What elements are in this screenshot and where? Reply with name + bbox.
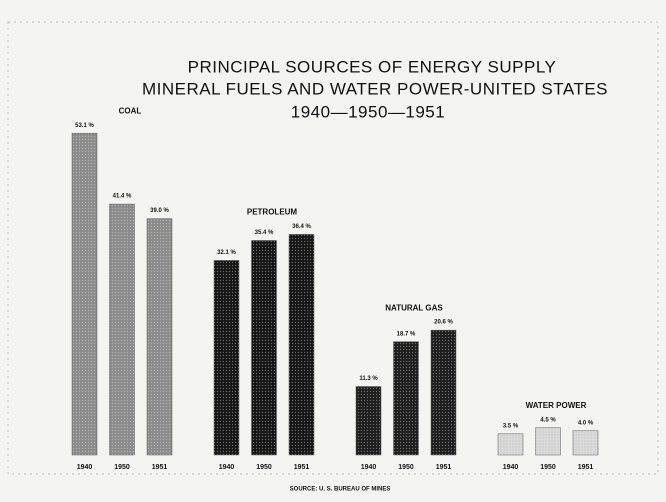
x-tick-label: 1940 bbox=[361, 464, 377, 471]
group-label: NATURAL GAS bbox=[385, 303, 443, 312]
bar-texture bbox=[573, 430, 598, 455]
value-label: 39.0 % bbox=[150, 208, 169, 214]
value-label: 35.4 % bbox=[255, 230, 274, 236]
group-label: COAL bbox=[119, 106, 142, 115]
value-label: 4.0 % bbox=[578, 420, 594, 426]
x-tick-label: 1951 bbox=[578, 464, 594, 471]
group-label: PETROLEUM bbox=[247, 208, 298, 217]
x-tick-label: 1951 bbox=[152, 464, 168, 471]
bar-texture bbox=[214, 260, 239, 455]
x-tick-label: 1951 bbox=[436, 464, 452, 471]
bar-texture bbox=[535, 427, 561, 455]
source-note: SOURCE: U. S. BUREAU OF MINES bbox=[290, 487, 391, 493]
bar-texture bbox=[147, 218, 172, 455]
x-tick-label: 1950 bbox=[540, 464, 556, 471]
value-label: 20.6 % bbox=[434, 320, 453, 326]
value-label: 11.3 % bbox=[359, 376, 378, 382]
frame bbox=[7, 21, 659, 475]
value-label: 41.4 % bbox=[113, 194, 132, 200]
value-label: 3.5 % bbox=[503, 423, 519, 429]
value-label: 18.7 % bbox=[397, 331, 416, 337]
value-label: 32.1 % bbox=[217, 250, 236, 256]
x-tick-label: 1950 bbox=[398, 464, 414, 471]
x-tick-label: 1951 bbox=[294, 464, 310, 471]
bar-texture bbox=[72, 133, 97, 456]
bar-texture bbox=[251, 240, 277, 455]
value-label: 36.4 % bbox=[292, 224, 311, 230]
group-label: WATER POWER bbox=[526, 401, 587, 410]
bar-texture bbox=[356, 386, 381, 455]
title-line: MINERAL FUELS AND WATER POWER-UNITED STA… bbox=[142, 79, 608, 98]
bar-texture bbox=[289, 234, 314, 455]
x-tick-label: 1940 bbox=[219, 464, 235, 471]
bar-texture bbox=[498, 433, 523, 455]
x-tick-label: 1950 bbox=[114, 464, 130, 471]
bar-texture bbox=[431, 330, 456, 455]
title-line: 1940—1950—1951 bbox=[291, 102, 445, 121]
x-tick-label: 1940 bbox=[77, 464, 93, 471]
value-label: 4.5 % bbox=[540, 417, 556, 423]
x-tick-label: 1950 bbox=[256, 464, 272, 471]
title-line: PRINCIPAL SOURCES OF ENERGY SUPPLY bbox=[188, 57, 557, 76]
bar-texture bbox=[393, 341, 419, 455]
x-tick-label: 1940 bbox=[503, 464, 519, 471]
value-label: 53.1 % bbox=[75, 123, 94, 129]
bar-texture bbox=[109, 204, 135, 455]
